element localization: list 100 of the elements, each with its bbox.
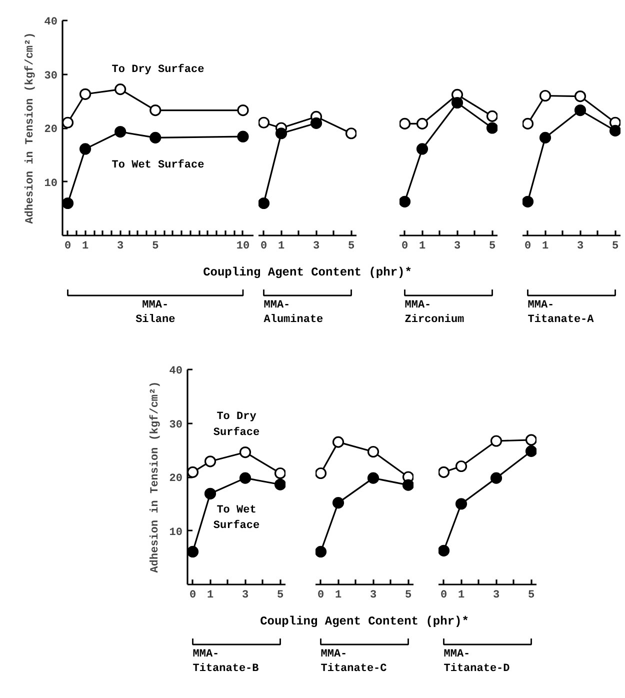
point [316,467,327,480]
point [79,88,92,100]
point [438,466,450,478]
point [332,497,344,509]
x-tick-label: 1 [542,240,549,252]
x-tick-label: 0 [317,590,324,602]
x-tick-label: 3 [454,240,461,252]
point [150,104,162,116]
y-tick-label: 40 [44,16,58,28]
text: MMA- Titanate-B [192,648,260,675]
point [486,122,498,134]
x-tick-label: 0 [524,240,532,252]
point [204,488,216,500]
point [490,435,502,447]
x-axis-title: Coupling Agent Content (phr)* [203,266,412,280]
point [400,118,411,130]
x-tick-label: 3 [312,240,320,252]
point [367,446,380,458]
y-tick-label: 40 [169,366,182,378]
y-axis-title: Adhesion in Tension (kgf/cm²) [148,381,162,573]
point [62,116,74,128]
point [150,132,162,144]
point [522,196,534,208]
point [451,96,464,109]
x-tick-label: 5 [404,590,412,602]
series-label: To Wet Surface [112,158,205,172]
y-tick-label: 30 [169,419,182,432]
point [574,90,586,102]
x-tick-label: 1 [418,240,426,252]
x-tick-label: 5 [612,240,619,252]
point [237,130,249,142]
text: MMA- Aluminate [264,300,324,326]
point [258,197,270,210]
text: MMA- Silane [136,300,176,326]
x-tick-label: 5 [152,240,160,252]
x-tick-label: 3 [117,240,124,252]
y-axis-title: Adhesion in Tension (kgf/cm²) [23,32,36,224]
series-label: To Dry Surface [213,411,260,439]
point [239,472,252,484]
point [539,132,552,144]
text: MMA- Titanate-A [528,300,594,326]
point [455,498,468,510]
series-label: To Dry Surface [112,62,205,76]
point [416,143,428,155]
x-tick-label: 3 [492,590,500,602]
x-tick-label: 1 [206,590,214,602]
y-tick-label: 20 [44,124,58,136]
point [274,467,286,480]
point [188,546,199,558]
point [239,446,252,458]
text: MMA- Titanate-C [320,648,388,675]
point [237,104,249,116]
x-tick-label: 5 [528,590,535,602]
text: MMA- Zirconium [404,300,465,326]
point [574,104,586,116]
point [188,466,199,478]
point [79,143,92,155]
point [400,196,411,208]
point [114,126,126,138]
point [274,478,286,490]
x-tick-label: 0 [189,590,196,602]
x-tick-label: 10 [236,240,250,252]
point [486,110,498,122]
x-tick-label: 3 [576,240,584,252]
x-tick-label: 5 [488,240,496,252]
x-tick-label: 3 [242,590,249,602]
x-tick-label: 5 [348,240,355,252]
point [258,116,270,128]
series-label: To Wet Surface [213,504,260,532]
point [609,124,620,136]
point [522,118,534,130]
x-tick-label: 0 [260,240,268,252]
x-tick-label: 0 [64,240,72,252]
point [62,197,74,210]
x-axis-title: Coupling Agent Content (phr)* [260,614,469,628]
x-tick-label: 1 [334,590,342,602]
point [455,460,468,472]
y-tick-label: 20 [169,473,182,485]
point [416,118,428,130]
x-tick-label: 1 [82,240,89,252]
point [490,472,502,484]
point [438,544,450,556]
point [525,434,536,446]
point [114,84,126,96]
x-tick-label: 5 [276,590,284,602]
x-tick-label: 0 [401,240,408,252]
point [316,546,327,558]
text: MMA- Titanate-D [444,648,510,675]
point [539,90,552,102]
y-tick-label: 30 [44,70,58,82]
point [367,472,380,484]
y-tick-label: 10 [169,526,182,539]
point [204,456,216,468]
point [332,436,344,448]
point [275,128,288,140]
x-tick-label: 3 [370,590,377,602]
point [310,117,322,129]
x-tick-label: 0 [440,590,448,602]
x-tick-label: 1 [278,240,285,252]
point [345,128,356,140]
